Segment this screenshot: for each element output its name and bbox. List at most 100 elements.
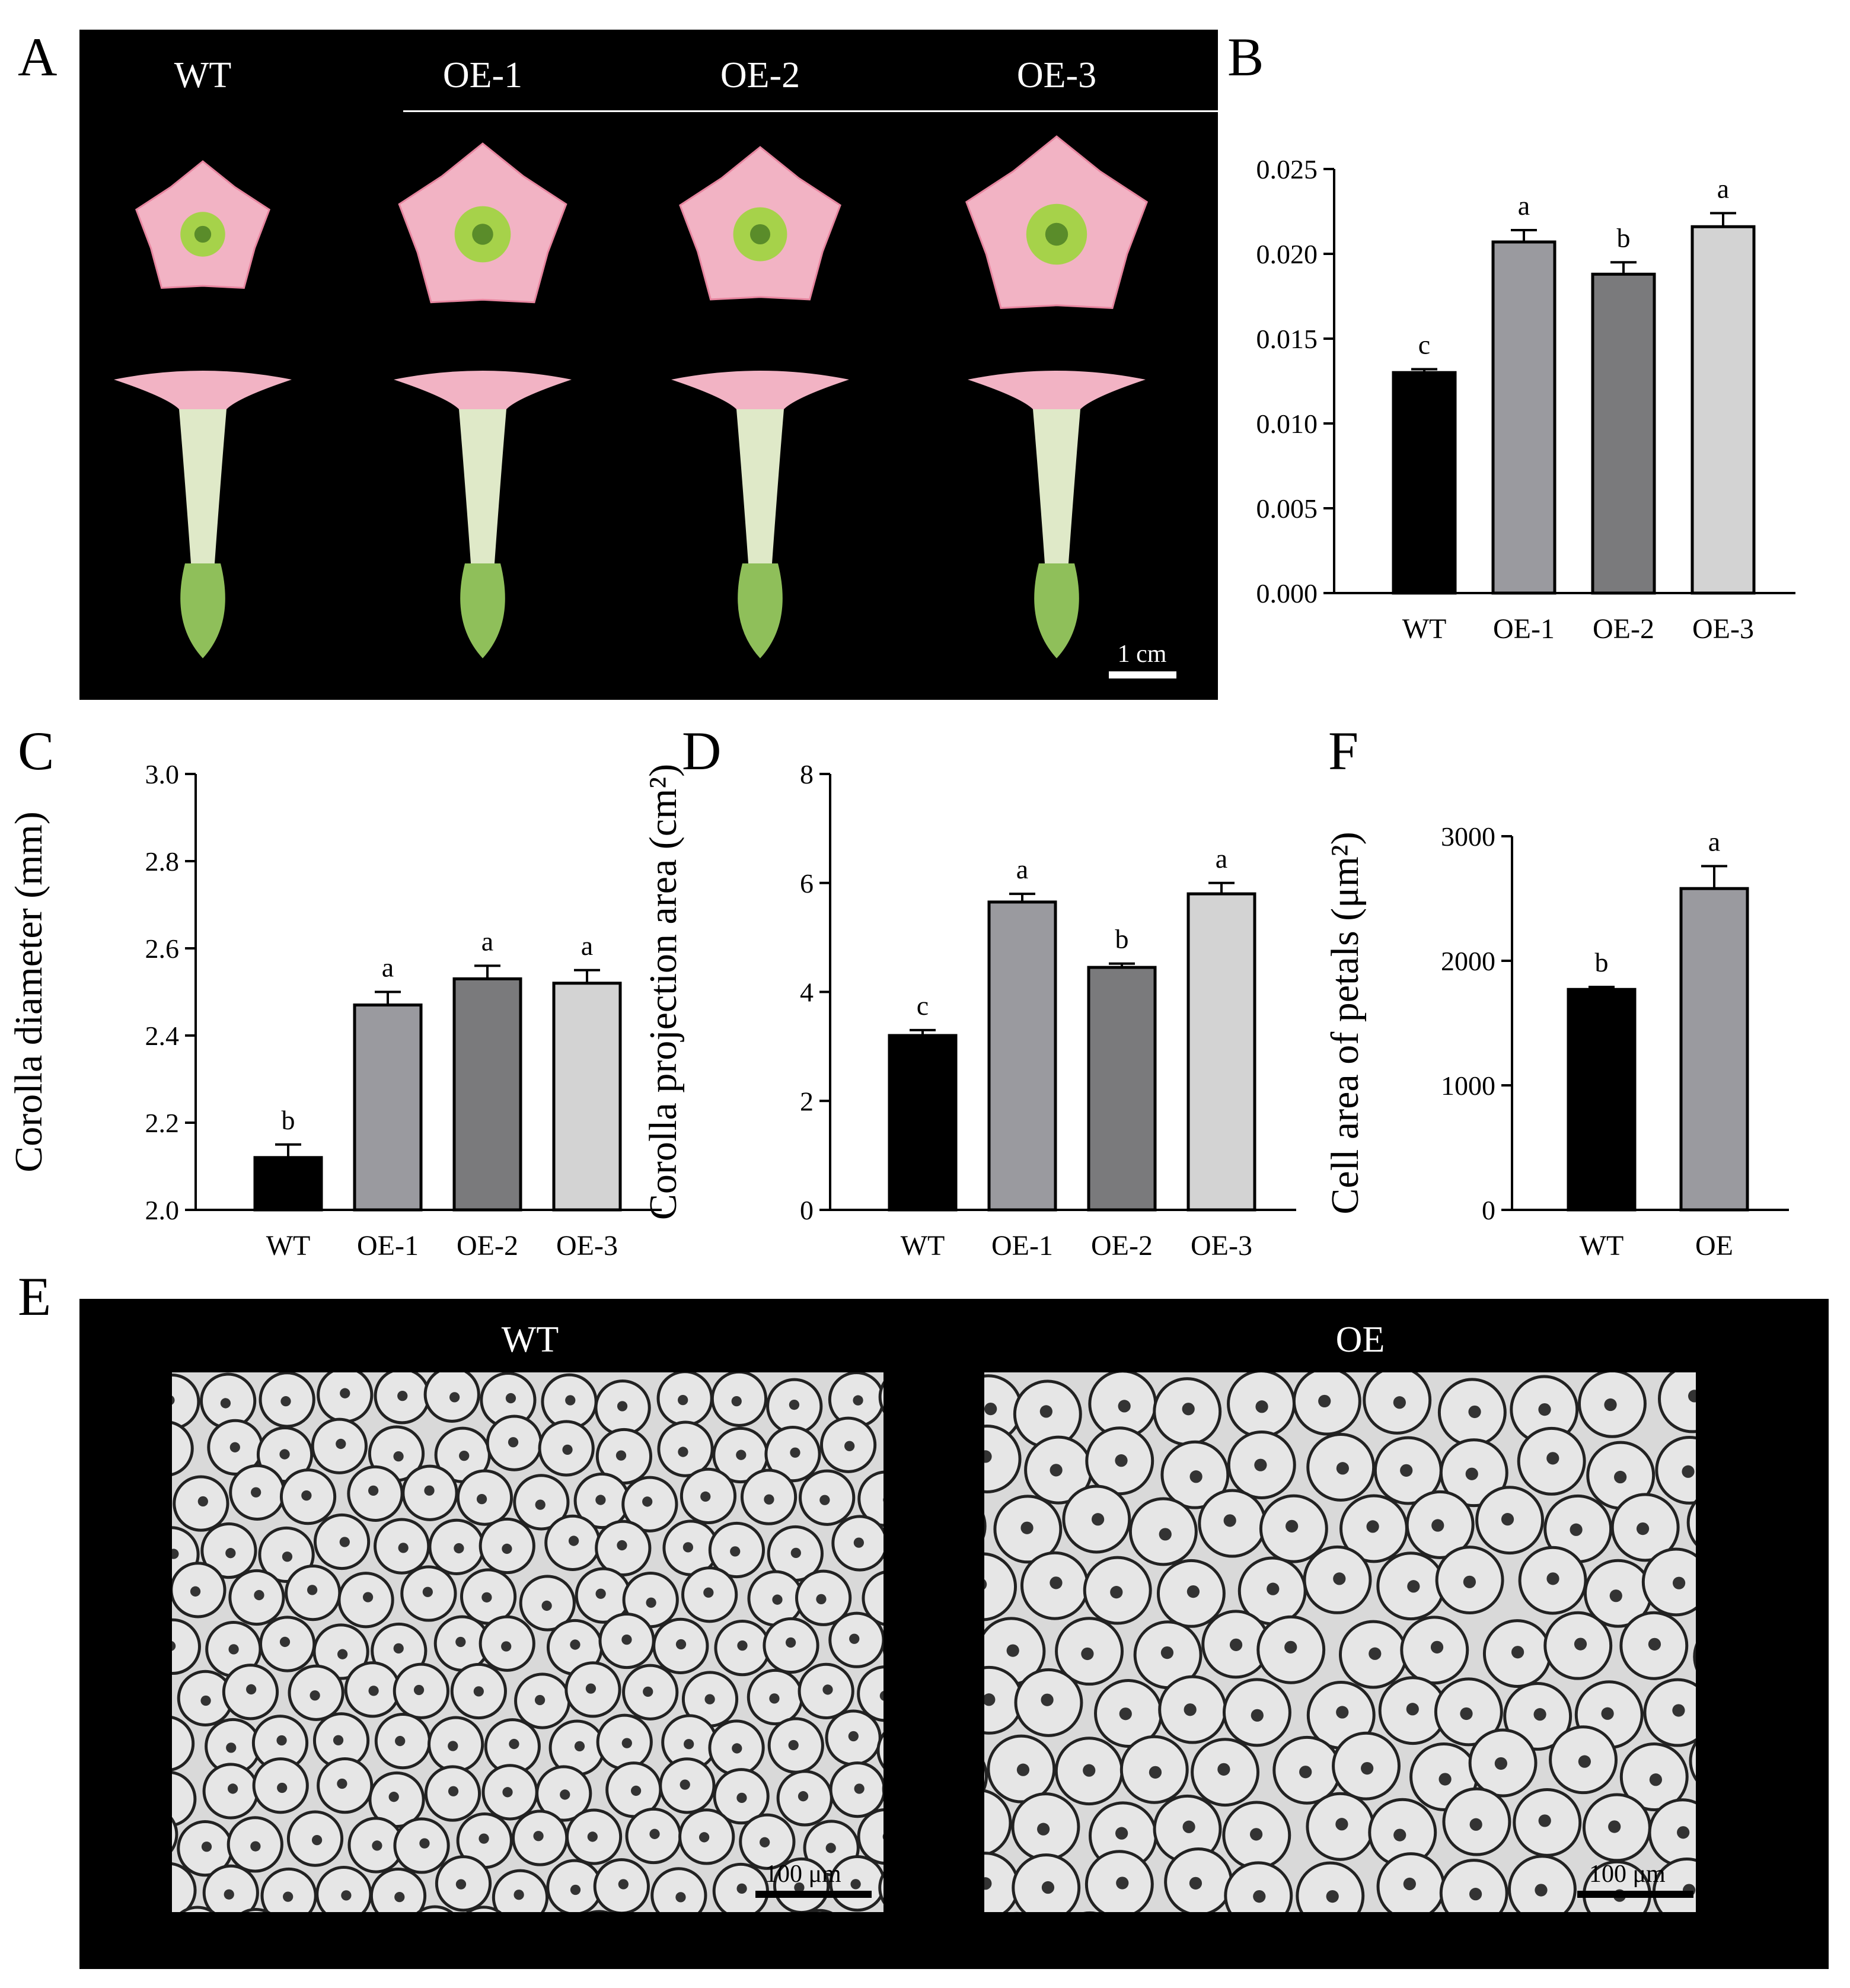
- flower-0: [135, 160, 271, 289]
- y-tick-label: 4: [800, 977, 814, 1008]
- y-tick-label: 1000: [1441, 1071, 1495, 1101]
- photo-label-oe2: OE-2: [720, 55, 800, 95]
- micrograph-label-oe: OE: [1335, 1320, 1385, 1360]
- y-tick-label: 0.025: [1256, 154, 1318, 184]
- photo-label-wt: WT: [174, 55, 232, 95]
- chart-svg-C: 2.0 2.2 2.4 2.6 2.8 3.0 b WT a OE-1 a OE-2 a OE-3 Coro…: [7, 759, 662, 1261]
- x-tick-label: OE-3: [1692, 613, 1754, 645]
- significance-letter: c: [1418, 329, 1430, 359]
- stigma: [194, 225, 212, 243]
- significance-letter: a: [1518, 190, 1530, 221]
- scale-bar-1cm: [1109, 671, 1176, 678]
- micrograph-wt: 100 μm: [172, 1372, 883, 1912]
- significance-letter: a: [481, 926, 493, 956]
- significance-letter: a: [1016, 854, 1028, 884]
- flower-side-0: [114, 371, 292, 658]
- y-tick-label: 0.015: [1256, 324, 1318, 354]
- significance-letter: a: [1216, 843, 1227, 874]
- x-tick-label: OE-1: [991, 1230, 1053, 1261]
- x-tick-label: OE-3: [556, 1230, 618, 1261]
- x-tick-label: WT: [901, 1230, 945, 1261]
- corolla-tube: [459, 409, 506, 563]
- y-tick-label: 8: [800, 759, 814, 789]
- bar-oe-3: [1186, 892, 1256, 1212]
- y-axis-label: Relative expression: [1152, 227, 1195, 535]
- y-tick-label: 3.0: [145, 759, 180, 789]
- chart-svg-B: 0.000 0.005 0.010 0.015 0.020 0.025 c WT a OE-1 b O…: [1152, 154, 1795, 645]
- chart-svg-F: 0 1000 2000 3000 b WT a OE Cell area of petals (…: [1323, 821, 1789, 1261]
- significance-letter: b: [1617, 222, 1631, 253]
- chart-svg-D: 0 2 4 6 8 c WT a OE-1 b OE-2 a OE-3 Corolla projectio…: [642, 759, 1296, 1261]
- x-tick-label: WT: [1580, 1230, 1624, 1261]
- bar-wt: [888, 1034, 958, 1212]
- micrograph-panel: WT OE 100 μm 100 μm: [79, 1299, 1829, 1969]
- y-tick-label: 3000: [1441, 821, 1495, 852]
- scale-label-oe: 100 μm: [1589, 1860, 1666, 1888]
- corolla-limb: [671, 371, 849, 409]
- stigma: [472, 224, 493, 245]
- flower-side-3: [968, 371, 1146, 658]
- bar-wt: [1567, 987, 1637, 1212]
- bar-oe-2: [1087, 966, 1157, 1212]
- significance-letter: b: [282, 1105, 295, 1135]
- photo-label-oe3: OE-3: [1016, 55, 1097, 95]
- panel-label-d: D: [682, 721, 722, 781]
- photo-label-oe1: OE-1: [442, 55, 523, 95]
- y-tick-label: 2.4: [145, 1021, 180, 1051]
- y-tick-label: 2.6: [145, 934, 180, 964]
- scale-label-wt: 100 μm: [765, 1860, 841, 1888]
- bar-oe-3: [552, 982, 622, 1212]
- significance-letter: a: [1708, 826, 1720, 856]
- y-axis-label: Corolla diameter (mm): [7, 811, 50, 1172]
- significance-letter: b: [1115, 924, 1129, 954]
- x-tick-label: WT: [266, 1230, 311, 1261]
- stigma: [1045, 222, 1068, 246]
- corolla-tube: [179, 409, 227, 563]
- y-tick-label: 2: [800, 1086, 814, 1116]
- bar-wt: [253, 1156, 323, 1212]
- bar-oe-1: [353, 1003, 423, 1212]
- corolla-limb: [394, 371, 572, 409]
- panel-label-e: E: [18, 1266, 52, 1327]
- x-tick-label: OE-1: [1493, 613, 1555, 645]
- y-tick-label: 2000: [1441, 946, 1495, 976]
- y-tick-label: 0.000: [1256, 578, 1318, 608]
- micrograph-oe: 100 μm: [984, 1372, 1696, 1912]
- calyx: [180, 563, 225, 658]
- panel-label-b: B: [1227, 27, 1264, 87]
- stigma: [749, 224, 771, 245]
- x-tick-label: OE: [1695, 1230, 1733, 1261]
- corolla-limb: [114, 371, 292, 409]
- panel-label-c: C: [18, 721, 55, 781]
- calyx: [460, 563, 505, 658]
- x-tick-label: OE-3: [1191, 1230, 1252, 1261]
- scale-bar-wt: [755, 1891, 872, 1898]
- x-tick-label: OE-1: [357, 1230, 419, 1261]
- chart-corolla-diameter: 2.0 2.2 2.4 2.6 2.8 3.0 b WT a OE-1 a OE-2 a OE-3 Coro…: [7, 753, 662, 1275]
- micrograph-label-wt: WT: [501, 1320, 559, 1360]
- significance-letter: c: [917, 990, 929, 1021]
- bar-oe: [1679, 887, 1749, 1212]
- y-tick-label: 0.010: [1256, 409, 1318, 439]
- corolla-tube: [736, 409, 784, 563]
- bar-oe-3: [1690, 225, 1756, 595]
- y-tick-label: 2.0: [145, 1195, 180, 1225]
- y-tick-label: 0: [1482, 1195, 1495, 1225]
- y-tick-label: 0: [800, 1195, 814, 1225]
- panel-label-a: A: [18, 27, 58, 87]
- flower-illustrations: [114, 135, 1149, 658]
- chart-cell-area-petals: 0 1000 2000 3000 b WT a OE Cell area of petals (…: [1323, 753, 1789, 1275]
- corolla-tube: [1033, 409, 1080, 563]
- scale-bar-oe: [1577, 1891, 1693, 1898]
- x-tick-label: WT: [1402, 613, 1447, 645]
- y-axis-label: Cell area of petals (μm²): [1323, 831, 1367, 1214]
- chart-corolla-projection-area: 0 2 4 6 8 c WT a OE-1 b OE-2 a OE-3 Corolla projectio…: [642, 753, 1299, 1275]
- chart-relative-expression: 0.000 0.005 0.010 0.015 0.020 0.025 c WT a OE-1 b O…: [1152, 136, 1832, 670]
- bar-oe-1: [1491, 240, 1556, 595]
- calyx: [1034, 563, 1079, 658]
- flower-2: [679, 146, 841, 301]
- flower-3: [965, 135, 1149, 309]
- bar-oe-1: [987, 900, 1057, 1212]
- significance-letter: a: [581, 931, 593, 961]
- y-tick-label: 2.2: [145, 1108, 180, 1138]
